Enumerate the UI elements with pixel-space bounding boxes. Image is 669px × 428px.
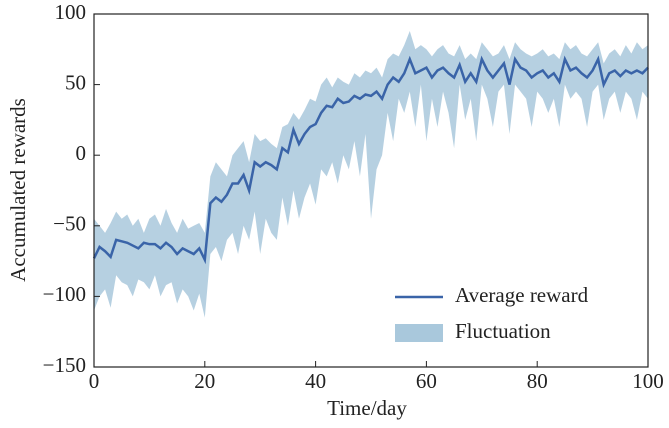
y-tick-label: 0 bbox=[76, 141, 87, 165]
plot-frame bbox=[93, 13, 649, 368]
legend-label: Average reward bbox=[455, 283, 589, 307]
x-axis-label: Time/day bbox=[327, 396, 407, 420]
legend-patch bbox=[395, 324, 443, 342]
x-tick-label: 40 bbox=[305, 369, 326, 393]
x-tick-label: 80 bbox=[527, 369, 548, 393]
x-tick-label: 100 bbox=[632, 369, 664, 393]
legend-label: Fluctuation bbox=[455, 319, 551, 343]
fluctuation-band bbox=[94, 30, 648, 318]
y-tick-label: −150 bbox=[43, 353, 86, 377]
y-axis-label: Accumulated rewards bbox=[6, 98, 30, 282]
average-line bbox=[92, 55, 649, 265]
y-tick-label: −100 bbox=[43, 282, 86, 306]
y-tick-label: 100 bbox=[55, 0, 87, 24]
y-tick-label: 50 bbox=[65, 70, 86, 94]
y-tick-label: −50 bbox=[53, 212, 86, 236]
x-tick-label: 0 bbox=[89, 369, 100, 393]
x-tick-label: 20 bbox=[194, 369, 215, 393]
x-tick-label: 60 bbox=[416, 369, 437, 393]
